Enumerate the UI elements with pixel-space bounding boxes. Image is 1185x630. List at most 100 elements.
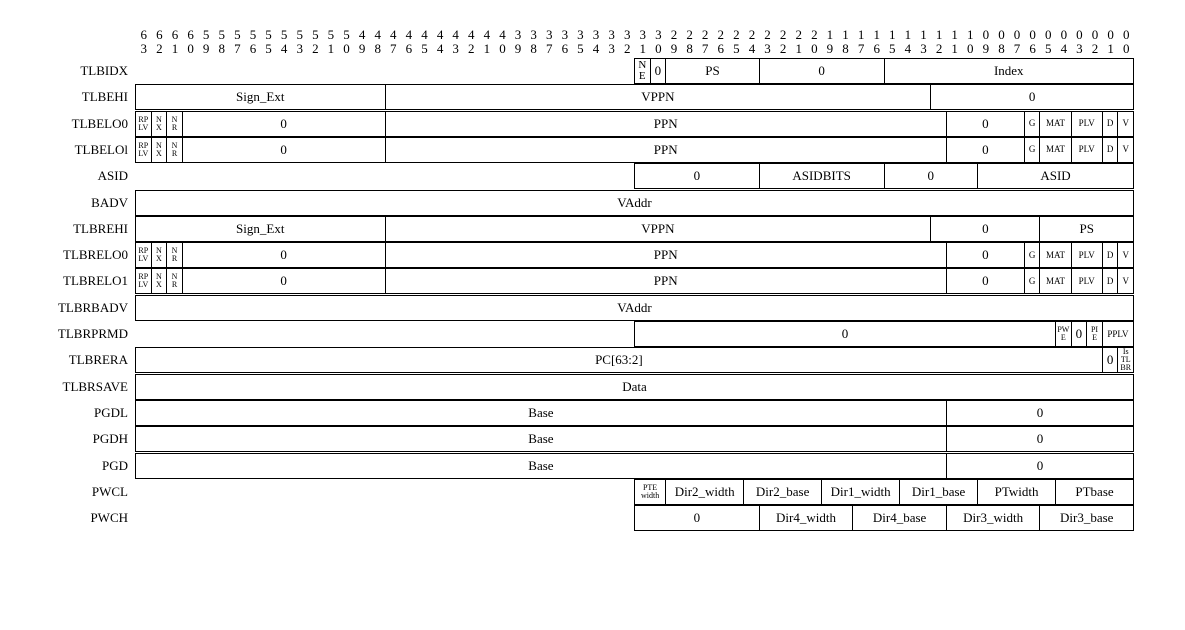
register-field: PPN bbox=[384, 136, 947, 163]
bit-number-units-digit: 2 bbox=[312, 41, 319, 56]
register-row: Data bbox=[135, 373, 1134, 400]
register-field: 0 bbox=[634, 505, 760, 532]
field-label: ASIDBITS bbox=[792, 168, 851, 184]
field-label: PS bbox=[1079, 220, 1094, 236]
bit-number-units-digit: 9 bbox=[514, 41, 522, 56]
register-field: MAT bbox=[1039, 136, 1072, 163]
bit-number-tens-digit: 6 bbox=[171, 27, 179, 42]
field-label: PTwidth bbox=[994, 483, 1039, 499]
bit-number-units-digit: 2 bbox=[623, 41, 631, 56]
field-label: D bbox=[1106, 144, 1114, 155]
bit-number-units-digit: 3 bbox=[296, 41, 303, 56]
register-field: Base bbox=[135, 452, 947, 479]
field-label: PLV bbox=[1078, 144, 1095, 155]
field-label: 0 bbox=[818, 63, 825, 78]
field-label: PPN bbox=[653, 247, 678, 263]
register-field: 0 bbox=[945, 242, 1025, 269]
register-row: PTE width Dir2_width Dir2_base Dir1_width Dir… bbox=[136, 478, 1134, 505]
register-field: PPN bbox=[384, 242, 947, 269]
bit-number-tens-digit: 1 bbox=[826, 27, 834, 42]
field-label: VPPN bbox=[641, 89, 675, 105]
register-field: PLV bbox=[1070, 110, 1103, 137]
bit-number-units-digit: 6 bbox=[717, 41, 725, 56]
register-name: TLBIDX bbox=[80, 63, 128, 78]
bit-number-units-digit: 9 bbox=[358, 41, 366, 56]
bit-number-units-digit: 1 bbox=[327, 41, 335, 56]
register-field: 0 bbox=[945, 110, 1025, 137]
bit-number-units-digit: 1 bbox=[639, 41, 647, 56]
register-name: ASID bbox=[97, 168, 128, 184]
field-label: VAddr bbox=[617, 194, 652, 210]
bit-number-tens-digit: 5 bbox=[218, 27, 226, 42]
bit-number-tens-digit: 0 bbox=[1122, 27, 1130, 42]
register-name: PWCL bbox=[91, 483, 128, 499]
bit-number-units-digit: 9 bbox=[670, 41, 678, 56]
register-name: TLBRERA bbox=[68, 352, 128, 368]
register-field: Base bbox=[135, 426, 947, 453]
register-row: Base 0 bbox=[135, 399, 1134, 426]
register-row: 0 Dir4_width Dir4_base Dir3_width Dir3_base bbox=[136, 505, 1134, 532]
register-field: PTbase bbox=[1055, 478, 1134, 505]
field-label: MAT bbox=[1046, 118, 1066, 129]
register-field: Sign_Ext bbox=[135, 84, 386, 111]
register-field: G bbox=[1023, 268, 1041, 295]
bit-number-tens-digit: 4 bbox=[374, 27, 381, 42]
bit-number-units-digit: 6 bbox=[405, 41, 413, 56]
register-row: RP LV N X N R 0 PPN 0 G MAT PLV D V bbox=[135, 136, 1134, 163]
register-field: Dir3_width bbox=[945, 505, 1041, 532]
register-row: Sign_Ext VPPN 0 PS bbox=[135, 215, 1134, 242]
bit-number-units-digit: 0 bbox=[655, 41, 662, 56]
field-label: V bbox=[1122, 144, 1129, 155]
register-field: PLV bbox=[1070, 136, 1103, 163]
bit-number-tens-digit: 5 bbox=[312, 27, 319, 42]
register-name: BADV bbox=[91, 194, 128, 210]
bit-number-tens-digit: 0 bbox=[1076, 27, 1083, 42]
register-row: RP LV N X N R 0 PPN 0 G MAT PLV D V bbox=[135, 110, 1134, 137]
field-label: PLV bbox=[1078, 249, 1095, 260]
register-field: Dir1_base bbox=[899, 478, 979, 505]
bit-number-tens-digit: 1 bbox=[967, 27, 974, 42]
bit-number-units-digit: 7 bbox=[701, 41, 709, 56]
register-row: VAddr bbox=[135, 294, 1134, 321]
register-field: V bbox=[1117, 242, 1134, 269]
field-label: 0 bbox=[1028, 89, 1036, 105]
field-label: MAT bbox=[1046, 249, 1066, 260]
register-field: 0 bbox=[883, 163, 979, 190]
bit-number-units-digit: 1 bbox=[483, 41, 491, 56]
bit-number-tens-digit: 5 bbox=[202, 27, 210, 42]
bit-number-tens-digit: 5 bbox=[249, 27, 257, 42]
bit-number-tens-digit: 2 bbox=[717, 27, 725, 42]
field-label: V bbox=[1122, 275, 1129, 286]
register-field: 0 bbox=[634, 321, 1057, 347]
register-field: Dir2_base bbox=[743, 478, 823, 505]
field-label: Dir3_base bbox=[1060, 510, 1114, 526]
field-label: 0 bbox=[982, 247, 989, 263]
register-field: G bbox=[1023, 242, 1041, 269]
bit-number-units-digit: 4 bbox=[904, 41, 912, 56]
field-label: G bbox=[1028, 144, 1036, 155]
bit-number-units-digit: 0 bbox=[343, 41, 350, 56]
bit-number-units-digit: 8 bbox=[998, 41, 1005, 56]
bit-number-tens-digit: 3 bbox=[514, 27, 522, 42]
register-field: G bbox=[1023, 136, 1041, 163]
bit-number-tens-digit: 6 bbox=[187, 27, 194, 42]
bit-number-tens-digit: 5 bbox=[280, 27, 288, 42]
bit-number-units-digit: 8 bbox=[686, 41, 693, 56]
register-field: 0 bbox=[945, 268, 1025, 295]
field-label: PC[63:2] bbox=[595, 352, 643, 368]
register-field: 0 bbox=[945, 452, 1134, 479]
bit-number-tens-digit: 0 bbox=[1029, 27, 1036, 42]
bit-number-tens-digit: 3 bbox=[639, 27, 647, 42]
field-label: Data bbox=[622, 378, 647, 394]
register-name: PWCH bbox=[90, 510, 128, 526]
field-label: PLV bbox=[1078, 118, 1095, 129]
bit-number-units-digit: 5 bbox=[421, 41, 428, 56]
register-row: 0 PW E 0 PI E PPLV bbox=[136, 321, 1134, 347]
bit-number-tens-digit: 1 bbox=[889, 27, 896, 42]
bit-number-tens-digit: 2 bbox=[795, 27, 802, 42]
bit-number-tens-digit: 5 bbox=[265, 27, 272, 42]
field-label: Sign_Ext bbox=[236, 220, 285, 236]
bit-number-units-digit: 1 bbox=[1107, 41, 1114, 56]
